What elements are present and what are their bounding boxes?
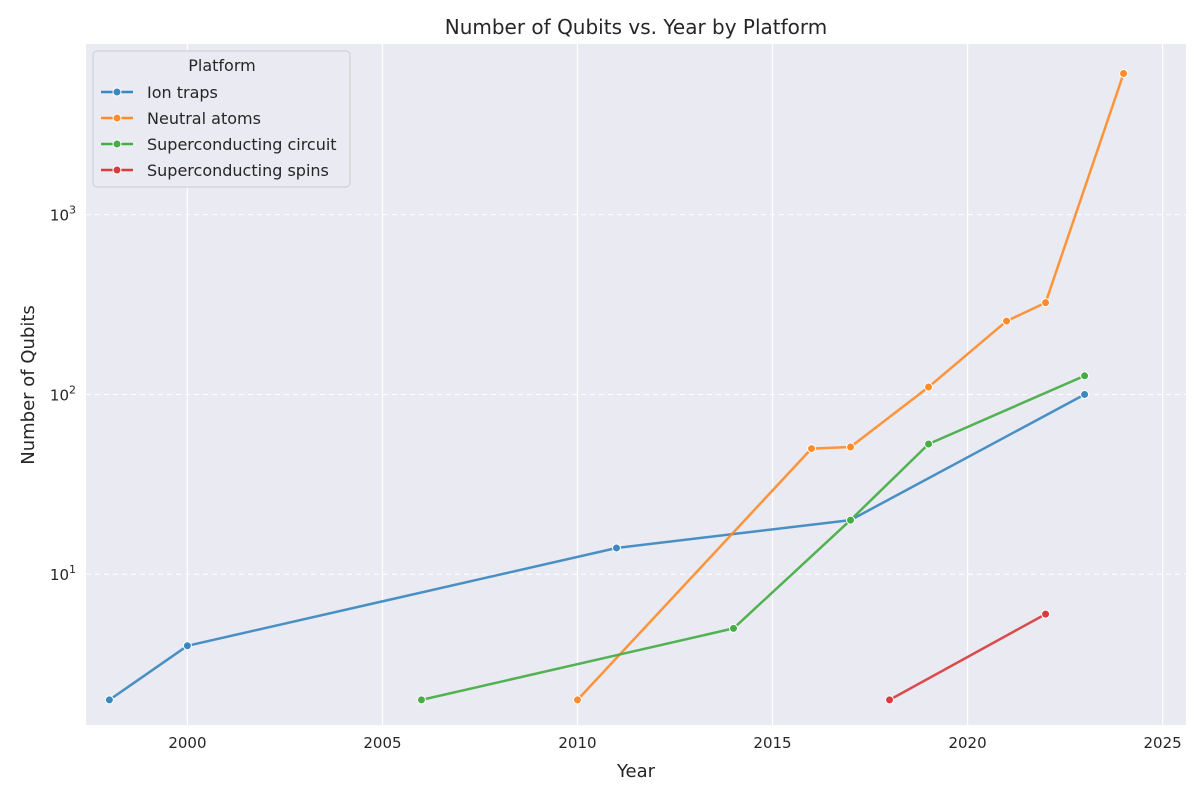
series-line-superconducting-spins	[888, 613, 1047, 701]
x-tick-label: 2005	[363, 734, 401, 752]
data-point-superconducting-circuit	[416, 695, 426, 705]
legend-item-ion-traps: Ion traps	[101, 83, 218, 102]
chart-title: Number of Qubits vs. Year by Platform	[445, 15, 828, 39]
legend-label: Superconducting circuit	[147, 135, 337, 154]
legend-swatch-marker	[112, 165, 122, 175]
legend-swatch-marker	[112, 139, 122, 149]
legend-swatch-marker	[112, 113, 122, 123]
data-point-superconducting-circuit	[1080, 371, 1090, 381]
series-neutral-atoms	[572, 68, 1129, 705]
x-tick-label: 2025	[1144, 734, 1182, 752]
y-tick-base: 10	[50, 386, 69, 404]
x-tick-label: 2010	[558, 734, 596, 752]
y-tick-exponent: 2	[69, 383, 76, 396]
legend-swatch-marker	[112, 87, 122, 97]
data-point-neutral-atoms	[924, 382, 934, 392]
x-axis-title: Year	[616, 761, 656, 782]
series-layer	[104, 68, 1129, 705]
legend-box	[92, 50, 351, 188]
legend-item-superconducting-spins: Superconducting spins	[101, 161, 329, 180]
x-tick-label: 2000	[168, 734, 206, 752]
data-point-ion-traps	[182, 641, 192, 651]
data-point-neutral-atoms	[1041, 298, 1051, 308]
y-tick-base: 10	[50, 566, 69, 584]
legend: Platform Ion traps Neutral atoms Supercond…	[92, 50, 351, 188]
series-superconducting-spins	[885, 609, 1051, 705]
y-tick-base: 10	[50, 207, 69, 225]
y-tick-label: 103	[50, 204, 76, 225]
legend-item-superconducting-circuit: Superconducting circuit	[101, 135, 337, 154]
data-point-superconducting-circuit	[846, 515, 856, 525]
data-point-neutral-atoms	[1002, 316, 1012, 326]
series-superconducting-circuit	[416, 371, 1090, 705]
y-axis-title: Number of Qubits	[18, 305, 39, 465]
x-tick-label: 2015	[753, 734, 791, 752]
x-tick-label: 2020	[948, 734, 986, 752]
y-tick-label: 101	[50, 563, 76, 584]
data-point-neutral-atoms	[572, 695, 582, 705]
data-point-superconducting-circuit	[729, 623, 739, 633]
legend-label: Ion traps	[147, 83, 218, 102]
data-point-superconducting-circuit	[924, 439, 934, 449]
data-point-ion-traps	[104, 695, 114, 705]
data-point-superconducting-spins	[885, 695, 895, 705]
legend-label: Neutral atoms	[147, 109, 261, 128]
legend-label: Superconducting spins	[147, 161, 329, 180]
data-point-neutral-atoms	[1119, 68, 1129, 78]
data-point-ion-traps	[611, 543, 621, 553]
y-tick-exponent: 1	[69, 563, 76, 576]
data-point-neutral-atoms	[846, 442, 856, 452]
data-point-ion-traps	[1080, 389, 1090, 399]
y-tick-exponent: 3	[69, 204, 76, 217]
legend-title: Platform	[188, 56, 255, 75]
legend-item-neutral-atoms: Neutral atoms	[101, 109, 261, 128]
data-point-superconducting-spins	[1041, 609, 1051, 619]
data-point-neutral-atoms	[807, 444, 817, 454]
y-tick-label: 102	[50, 383, 76, 404]
